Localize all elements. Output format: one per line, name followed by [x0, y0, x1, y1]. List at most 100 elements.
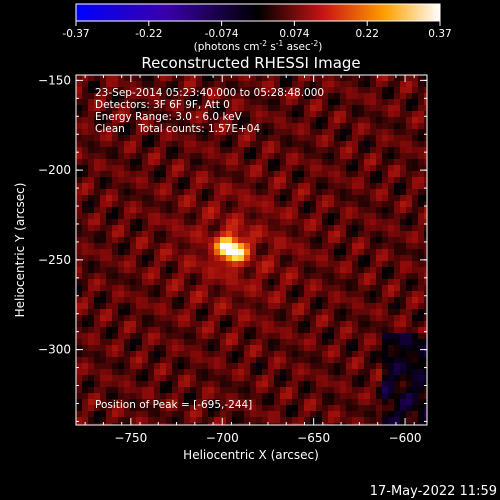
heatmap-cell: [274, 159, 280, 165]
heatmap-cell: [316, 201, 322, 207]
heatmap-cell: [376, 141, 382, 147]
heatmap-cell: [202, 297, 208, 303]
heatmap-cell: [226, 183, 232, 189]
heatmap-cell: [268, 183, 274, 189]
heatmap-cell: [286, 231, 292, 237]
heatmap-cell: [400, 177, 406, 183]
heatmap-cell: [370, 87, 376, 93]
heatmap-cell: [286, 87, 292, 93]
heatmap-cell: [142, 381, 148, 387]
heatmap-cell: [142, 147, 148, 153]
heatmap-cell: [340, 387, 346, 393]
heatmap-cell: [262, 351, 268, 357]
heatmap-cell: [388, 291, 394, 297]
heatmap-cell: [106, 189, 112, 195]
heatmap-cell: [280, 195, 286, 201]
heatmap-cell: [154, 297, 160, 303]
heatmap-cell: [310, 369, 316, 375]
heatmap-cell: [352, 81, 358, 87]
heatmap-cell: [112, 315, 118, 321]
heatmap-cell: [154, 315, 160, 321]
heatmap-cell: [88, 363, 94, 369]
heatmap-cell: [364, 219, 370, 225]
heatmap-cell: [184, 255, 190, 261]
heatmap-cell: [346, 117, 352, 123]
heatmap-cell: [178, 159, 184, 165]
heatmap-cell: [226, 255, 232, 261]
heatmap-cell: [232, 381, 238, 387]
heatmap-cell: [244, 297, 250, 303]
heatmap-cell: [328, 387, 334, 393]
heatmap-cell: [220, 201, 226, 207]
heatmap-cell: [88, 315, 94, 321]
heatmap-cell: [82, 399, 88, 405]
heatmap-cell: [142, 345, 148, 351]
heatmap-cell: [232, 243, 238, 249]
heatmap-cell: [304, 303, 310, 309]
heatmap-cell: [400, 201, 406, 207]
heatmap-cell: [142, 207, 148, 213]
heatmap-cell: [154, 225, 160, 231]
heatmap-cell: [298, 375, 304, 381]
heatmap-cell: [304, 315, 310, 321]
heatmap-cell: [202, 411, 208, 417]
heatmap-cell: [118, 165, 124, 171]
heatmap-cell: [340, 231, 346, 237]
heatmap-cell: [226, 303, 232, 309]
heatmap-cell: [340, 159, 346, 165]
heatmap-cell: [394, 123, 400, 129]
heatmap-cell: [376, 351, 382, 357]
heatmap-cell: [130, 75, 136, 81]
heatmap-cell: [190, 375, 196, 381]
heatmap-cell: [208, 105, 214, 111]
heatmap-cell: [136, 189, 142, 195]
heatmap-cell: [238, 351, 244, 357]
heatmap-cell: [418, 309, 424, 315]
heatmap-cell: [346, 243, 352, 249]
heatmap-cell: [172, 393, 178, 399]
heatmap-cell: [256, 165, 262, 171]
heatmap-cell: [106, 201, 112, 207]
heatmap-cell: [172, 297, 178, 303]
heatmap-cell: [376, 327, 382, 333]
heatmap-cell: [412, 195, 418, 201]
heatmap-cell: [94, 405, 100, 411]
heatmap-cell: [298, 75, 304, 81]
heatmap-cell: [418, 315, 424, 321]
heatmap-cell: [394, 81, 400, 87]
heatmap-cell: [268, 399, 274, 405]
heatmap-cell: [184, 285, 190, 291]
heatmap-cell: [202, 237, 208, 243]
heatmap-cell: [418, 159, 424, 165]
heatmap-cell: [214, 165, 220, 171]
heatmap-cell: [328, 291, 334, 297]
heatmap-cell: [376, 417, 382, 423]
heatmap-cell: [274, 417, 280, 423]
heatmap-cell: [334, 255, 340, 261]
heatmap-cell: [346, 129, 352, 135]
heatmap-cell: [88, 309, 94, 315]
heatmap-cell: [100, 237, 106, 243]
heatmap-cell: [340, 327, 346, 333]
heatmap-cell: [418, 297, 424, 303]
heatmap-cell: [88, 285, 94, 291]
heatmap-cell: [238, 249, 244, 255]
heatmap-cell: [346, 147, 352, 153]
heatmap-cell: [208, 381, 214, 387]
heatmap-cell: [412, 261, 418, 267]
heatmap-cell: [130, 327, 136, 333]
heatmap-cell: [256, 381, 262, 387]
heatmap-cell: [88, 255, 94, 261]
heatmap-cell: [160, 117, 166, 123]
heatmap-cell: [322, 303, 328, 309]
heatmap-cell: [418, 291, 424, 297]
heatmap-cell: [268, 357, 274, 363]
heatmap-cell: [148, 111, 154, 117]
heatmap-cell: [106, 381, 112, 387]
heatmap-cell: [328, 165, 334, 171]
heatmap-cell: [400, 399, 406, 405]
heatmap-cell: [178, 321, 184, 327]
heatmap-cell: [322, 243, 328, 249]
heatmap-cell: [304, 147, 310, 153]
heatmap-cell: [316, 375, 322, 381]
